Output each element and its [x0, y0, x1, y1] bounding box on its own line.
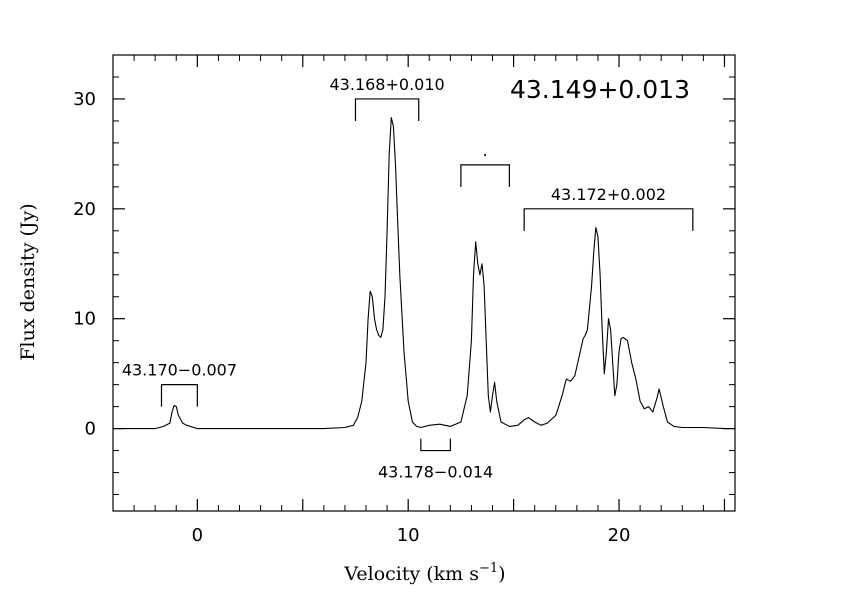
- x-tick-label: 20: [608, 525, 631, 546]
- component-bracket: [460, 164, 510, 187]
- plot-frame: [112, 54, 736, 512]
- spectrum-line: [113, 117, 735, 430]
- x-axis-title-main: Velocity (km s: [343, 563, 479, 585]
- y-tick-label: 30: [73, 89, 96, 110]
- component-label: 43.178−0.014: [378, 463, 493, 482]
- x-axis-title: Velocity (km s−1): [343, 561, 505, 585]
- component-label: .: [483, 141, 488, 160]
- x-tick-label: 10: [397, 525, 420, 546]
- component-label: 43.172+0.002: [551, 185, 666, 204]
- component-label: 43.170−0.007: [122, 361, 237, 380]
- y-tick-label: 20: [73, 199, 96, 220]
- component-bracket: [354, 98, 420, 121]
- component-bracket: [160, 384, 198, 407]
- tick-labels: 0 10 20 0 10 20 30: [73, 89, 630, 546]
- major-ticks: [113, 55, 735, 511]
- x-tick-label: 0: [192, 525, 203, 546]
- component-label: 43.168+0.010: [330, 75, 445, 94]
- y-tick-label: 0: [85, 419, 96, 440]
- y-axis-title: Flux density (Jy): [17, 203, 39, 360]
- x-axis-title-close: ): [498, 563, 505, 585]
- chart-title: 43.149+0.013: [510, 75, 690, 104]
- x-axis-title-superscript: −1: [479, 561, 498, 576]
- component-bracket: [523, 208, 694, 231]
- y-tick-label: 10: [73, 309, 96, 330]
- minor-ticks: [112, 54, 735, 511]
- component-brackets: 43.168+0.010. 43.172+0.002 43.170−0.007 43.…: [122, 75, 694, 482]
- component-bracket: [420, 438, 451, 452]
